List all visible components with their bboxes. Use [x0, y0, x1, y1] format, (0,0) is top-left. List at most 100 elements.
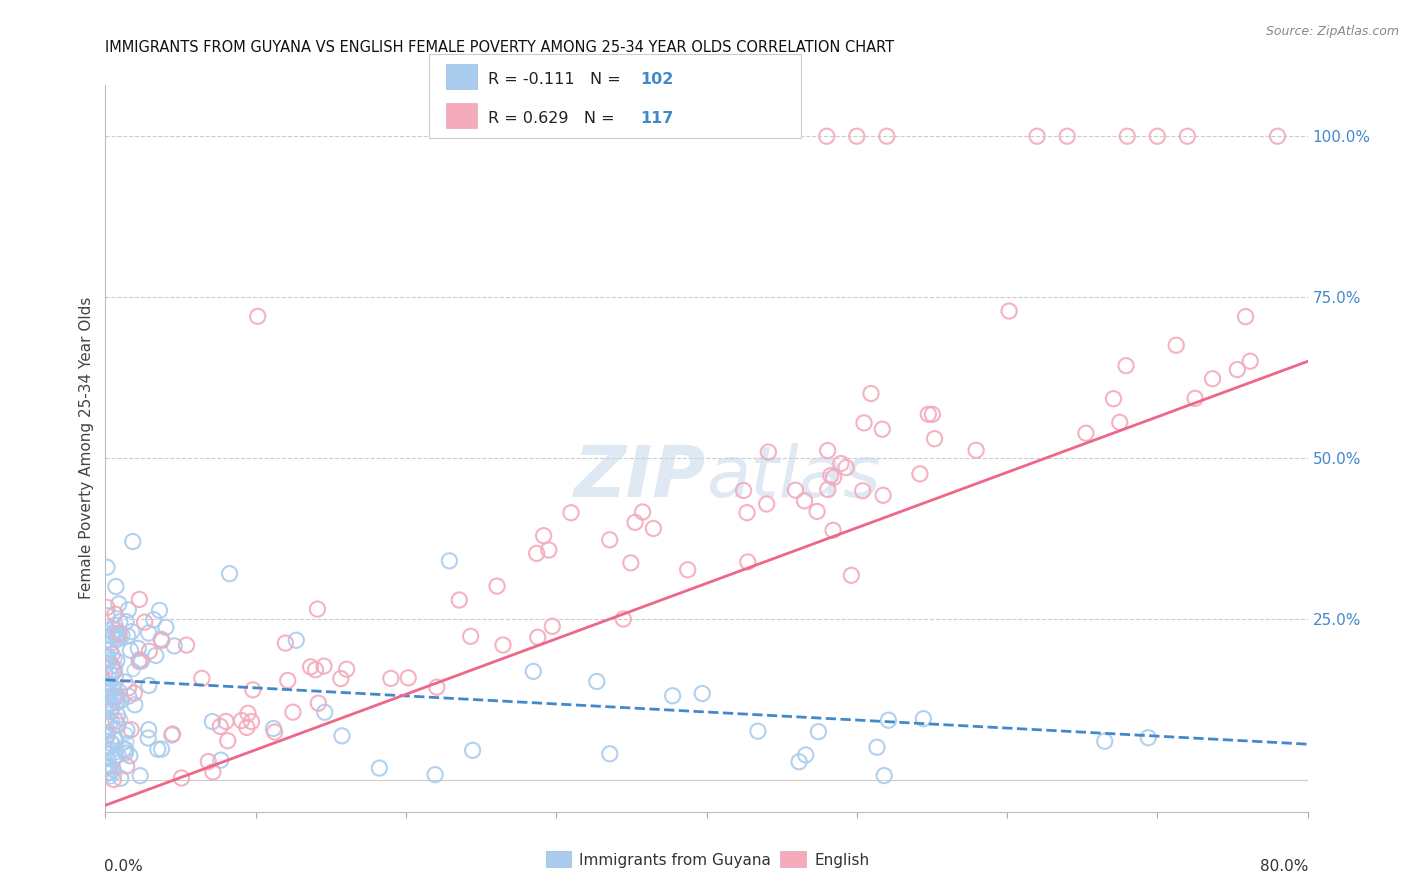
- Point: [96, 727, 118, 741]
- Point: [103, 664, 125, 678]
- Point: [104, 690, 127, 704]
- Point: [160, 728, 183, 742]
- Point: [104, 749, 127, 764]
- Point: [98, 760, 121, 774]
- Point: [128, 653, 150, 667]
- Point: [138, 626, 160, 640]
- Point: [877, 713, 900, 727]
- Point: [136, 731, 159, 745]
- Point: [96, 712, 118, 726]
- Point: [426, 680, 449, 694]
- Point: [870, 422, 893, 436]
- Point: [108, 626, 131, 640]
- Point: [96, 655, 118, 669]
- Point: [105, 689, 128, 703]
- Text: R = 0.629   N =: R = 0.629 N =: [488, 111, 620, 126]
- Point: [1094, 734, 1116, 748]
- Point: [115, 743, 138, 757]
- Point: [134, 615, 156, 629]
- Point: [108, 615, 131, 629]
- Point: [201, 714, 224, 729]
- Point: [98, 690, 121, 704]
- Point: [599, 747, 621, 761]
- Point: [101, 737, 124, 751]
- Point: [110, 713, 132, 727]
- Point: [486, 579, 509, 593]
- Point: [111, 628, 134, 642]
- Point: [1102, 392, 1125, 406]
- Point: [98, 771, 121, 785]
- Text: R = -0.111   N =: R = -0.111 N =: [488, 71, 626, 87]
- Point: [191, 671, 214, 685]
- Point: [921, 408, 943, 422]
- Point: [120, 643, 142, 657]
- Point: [104, 766, 127, 780]
- Point: [115, 723, 138, 738]
- Point: [312, 659, 335, 673]
- Point: [110, 690, 132, 705]
- Point: [96, 600, 118, 615]
- Point: [1166, 338, 1188, 352]
- Point: [209, 753, 232, 767]
- Point: [277, 673, 299, 688]
- Text: atlas: atlas: [707, 442, 882, 512]
- Point: [965, 443, 987, 458]
- Point: [242, 682, 264, 697]
- Point: [274, 636, 297, 650]
- Point: [1108, 415, 1130, 429]
- Point: [231, 714, 253, 728]
- Point: [1026, 129, 1049, 144]
- Point: [104, 680, 127, 694]
- Point: [105, 660, 128, 674]
- Point: [201, 764, 224, 779]
- Point: [845, 129, 868, 144]
- Point: [853, 416, 876, 430]
- Point: [138, 678, 160, 692]
- Point: [599, 533, 621, 547]
- Point: [148, 603, 170, 617]
- Point: [96, 763, 118, 777]
- Point: [100, 665, 122, 679]
- Point: [104, 714, 127, 728]
- Point: [128, 592, 150, 607]
- Point: [307, 602, 329, 616]
- Point: [100, 659, 122, 673]
- Point: [117, 689, 139, 703]
- Point: [101, 702, 124, 716]
- Point: [807, 724, 830, 739]
- Point: [96, 560, 118, 574]
- Point: [806, 504, 828, 518]
- Point: [236, 721, 259, 735]
- Point: [98, 724, 121, 739]
- Y-axis label: Female Poverty Among 25-34 Year Olds: Female Poverty Among 25-34 Year Olds: [79, 297, 94, 599]
- Point: [117, 629, 139, 643]
- Point: [145, 648, 167, 663]
- Point: [1074, 426, 1097, 441]
- Point: [101, 635, 124, 649]
- Point: [96, 632, 118, 647]
- Point: [873, 768, 896, 782]
- Point: [115, 615, 138, 629]
- Point: [756, 445, 779, 459]
- Point: [104, 751, 127, 765]
- Point: [97, 717, 120, 731]
- Point: [852, 483, 875, 498]
- Point: [908, 467, 931, 481]
- Point: [176, 638, 198, 652]
- Point: [107, 632, 129, 646]
- Point: [120, 723, 142, 737]
- Point: [246, 310, 269, 324]
- Point: [98, 643, 121, 657]
- Point: [620, 556, 643, 570]
- Point: [735, 506, 758, 520]
- Point: [98, 677, 121, 691]
- Point: [263, 725, 285, 739]
- Point: [103, 763, 125, 777]
- Point: [1184, 392, 1206, 406]
- Point: [100, 704, 122, 718]
- Text: Source: ZipAtlas.com: Source: ZipAtlas.com: [1265, 25, 1399, 38]
- Point: [841, 568, 863, 582]
- Point: [114, 675, 136, 690]
- Point: [111, 693, 134, 707]
- Point: [612, 612, 634, 626]
